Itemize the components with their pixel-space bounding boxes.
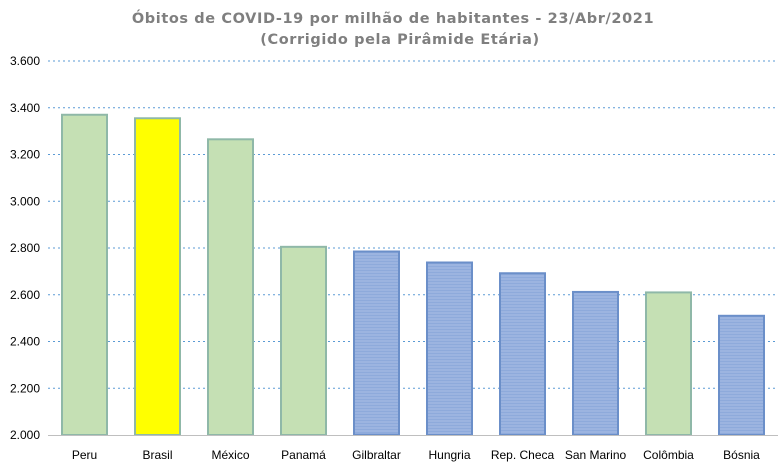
chart-title: Óbitos de COVID-19 por milhão de habitan…	[132, 9, 654, 27]
y-tick-label: 2.000	[10, 428, 40, 442]
x-category-label: México	[211, 448, 249, 462]
bar-col-mbia	[645, 291, 692, 436]
x-category-label: Peru	[72, 448, 97, 462]
y-tick-label: 3.000	[10, 194, 40, 208]
y-tick-label: 2.400	[10, 335, 40, 349]
x-category-label: Bósnia	[723, 448, 760, 462]
y-tick-label: 2.800	[10, 241, 40, 255]
y-tick-label: 2.600	[10, 288, 40, 302]
y-axis-ticks: 2.000 2.200 2.400 2.600 2.800 3.000 3.200 3.400…	[10, 54, 40, 442]
x-axis-categories: Peru Brasil México Panamá Gilbraltar Hungria R…	[72, 448, 760, 462]
x-category-label: Brasil	[142, 448, 172, 462]
chart-subtitle: (Corrigido pela Pirâmide Etária)	[260, 32, 540, 48]
bars	[61, 113, 765, 437]
y-tick-label: 3.200	[10, 148, 40, 162]
bar-brasil	[134, 117, 181, 437]
x-category-label: Gilbraltar	[352, 448, 401, 462]
x-category-label: Panamá	[281, 448, 326, 462]
x-category-label: San Marino	[565, 448, 627, 462]
bar-m-xico	[207, 138, 254, 436]
x-category-label: Rep. Checa	[491, 448, 555, 462]
bar-panam-	[280, 245, 327, 436]
x-category-label: Colômbia	[643, 448, 694, 462]
y-tick-label: 2.200	[10, 381, 40, 395]
x-category-label: Hungria	[428, 448, 470, 462]
y-tick-label: 3.600	[10, 54, 40, 68]
bar-peru	[61, 113, 108, 436]
y-tick-label: 3.400	[10, 101, 40, 115]
